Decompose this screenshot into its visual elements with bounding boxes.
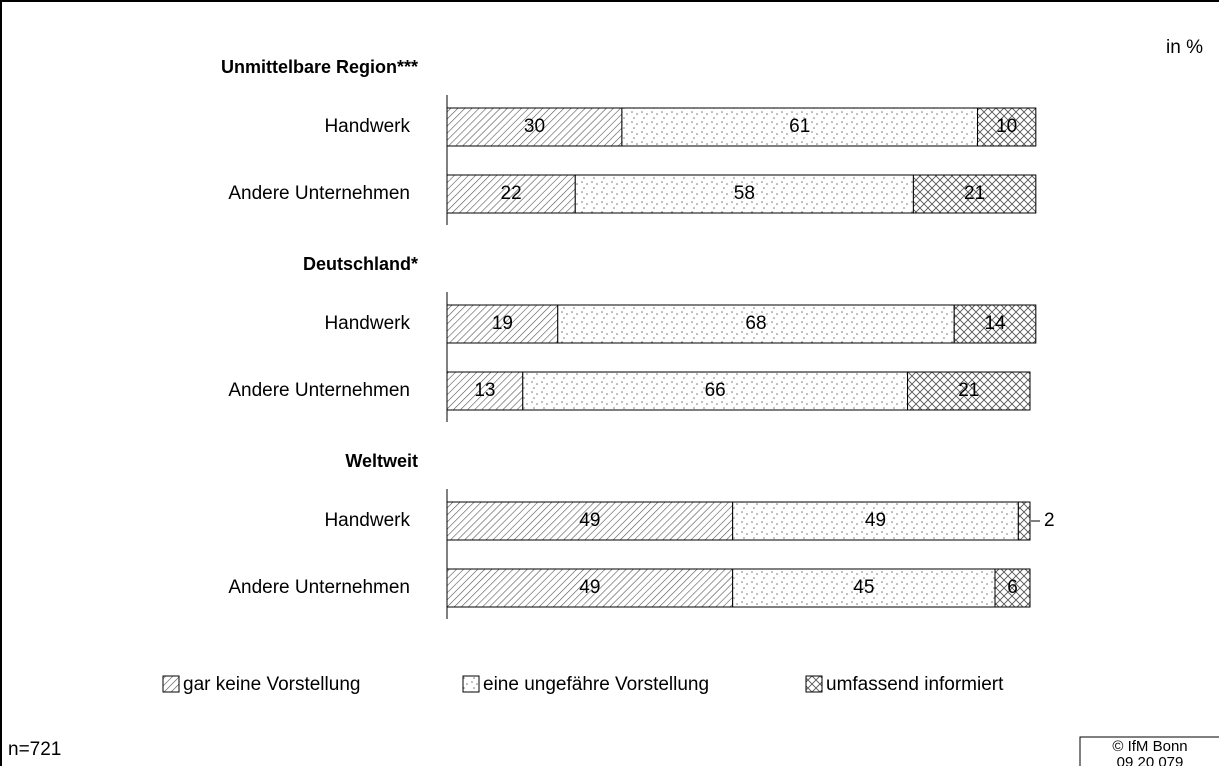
value-label: 13	[474, 380, 495, 401]
category-label: Handwerk	[324, 510, 410, 531]
bar-segment	[732, 501, 1019, 541]
group-title: Weltweit	[345, 451, 418, 471]
source: 09 20 079	[1117, 754, 1184, 766]
legend-label: gar keine Vorstellung	[183, 674, 360, 695]
bar-segment	[446, 107, 623, 147]
group-title: Deutschland*	[303, 254, 418, 274]
bar-segment	[446, 304, 559, 344]
bar-segment	[1017, 501, 1031, 541]
bar-segment	[446, 371, 524, 411]
bar-segment	[912, 174, 1037, 214]
bar-segment	[953, 304, 1037, 344]
value-label: 68	[745, 313, 766, 334]
footnote: n=721	[8, 739, 61, 760]
legend-swatch	[462, 675, 480, 693]
legend-swatch	[162, 675, 180, 693]
value-label: 21	[964, 183, 985, 204]
bar-segment	[522, 371, 909, 411]
value-label: 19	[492, 313, 513, 334]
value-label: 58	[734, 183, 755, 204]
bar-segment	[574, 174, 914, 214]
bar-segment	[446, 501, 734, 541]
value-label: 10	[996, 116, 1017, 137]
category-label: Andere Unternehmen	[228, 183, 410, 204]
value-label: 21	[958, 380, 979, 401]
value-label: 49	[579, 510, 600, 531]
value-label: 6	[1007, 577, 1018, 598]
value-label: 66	[705, 380, 726, 401]
category-label: Handwerk	[324, 116, 410, 137]
value-label: 22	[501, 183, 522, 204]
bar-segment	[994, 568, 1031, 608]
value-label: 30	[524, 116, 545, 137]
legend-label: umfassend informiert	[826, 674, 1004, 695]
category-label: Andere Unternehmen	[228, 380, 410, 401]
value-label: 49	[579, 577, 600, 598]
source: © IfM Bonn	[1112, 738, 1187, 755]
group-title: Unmittelbare Region***	[221, 57, 418, 77]
value-label: 2	[1044, 510, 1055, 531]
unit-note: in %	[1166, 37, 1203, 58]
bar-segment	[907, 371, 1031, 411]
bar-segment	[977, 107, 1037, 147]
value-label: 45	[853, 577, 874, 598]
legend-swatch	[805, 675, 823, 693]
value-label: 49	[865, 510, 886, 531]
bar-segment	[621, 107, 979, 147]
value-label: 14	[984, 313, 1006, 334]
legend-label: eine ungefähre Vorstellung	[483, 674, 709, 695]
bar-segment	[557, 304, 955, 344]
category-label: Handwerk	[324, 313, 410, 334]
category-label: Andere Unternehmen	[228, 577, 410, 598]
source-box	[1079, 736, 1219, 766]
value-label: 61	[789, 116, 810, 137]
